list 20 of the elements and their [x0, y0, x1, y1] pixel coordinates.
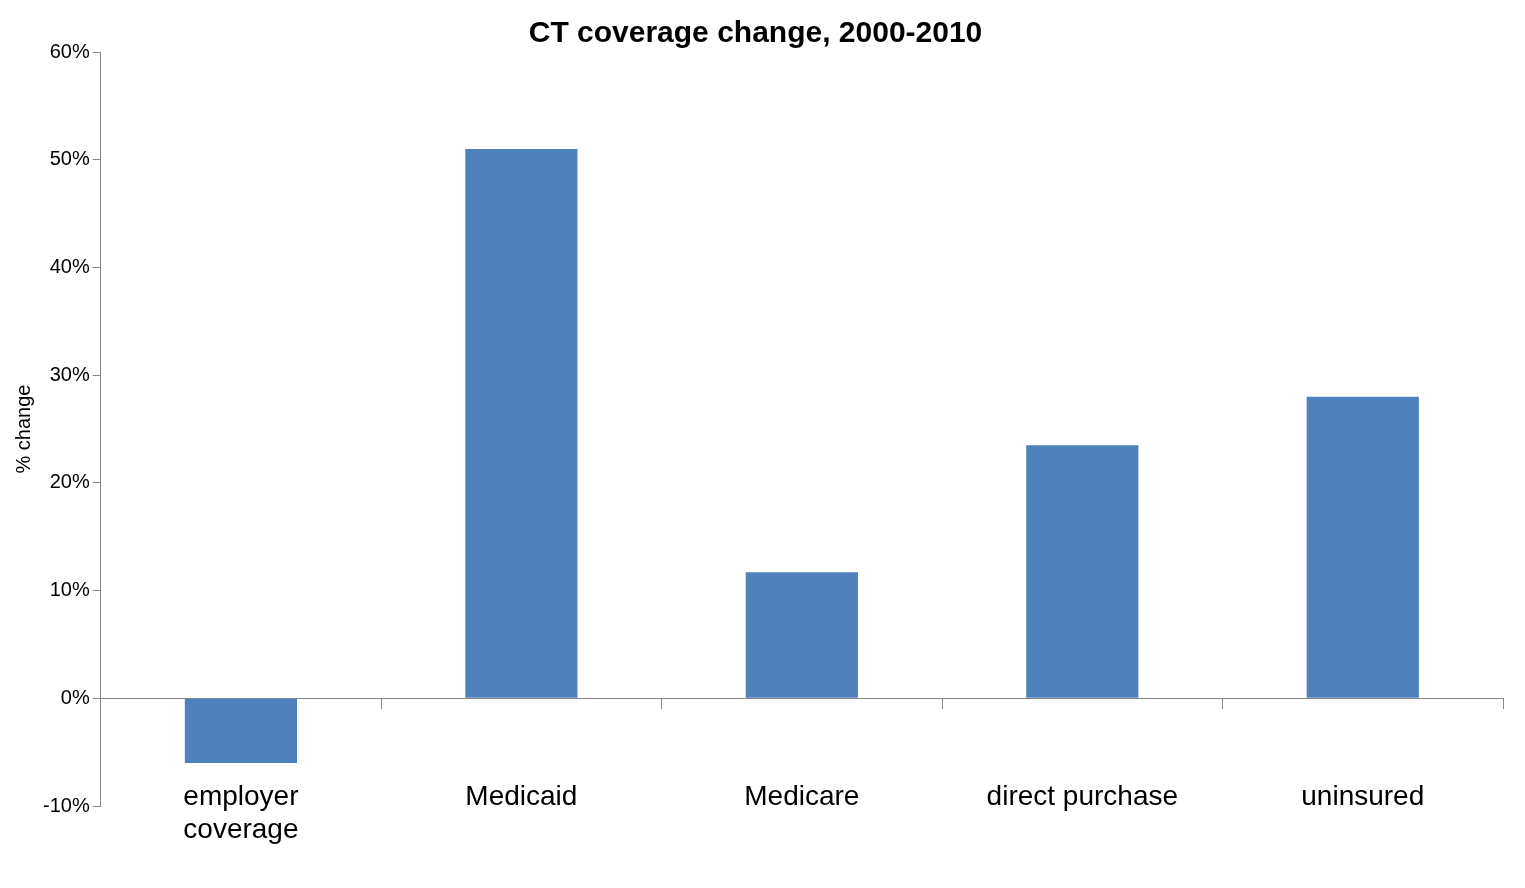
bar: [465, 148, 578, 698]
x-tick-label: Medicare: [744, 779, 860, 811]
x-tick-label: uninsured: [1301, 779, 1425, 811]
x-tick-label: direct purchase: [986, 779, 1179, 811]
bar: [1306, 396, 1419, 698]
x-tick-label: Medicaid: [465, 779, 578, 811]
bar: [1026, 445, 1139, 698]
y-tick-label: 50%: [49, 147, 90, 170]
y-tick-label: -10%: [42, 793, 90, 816]
x-tick-label: employer coverage: [183, 779, 299, 845]
y-tick-label: 0%: [60, 685, 90, 708]
y-tick-label: 10%: [49, 578, 90, 601]
bar: [184, 698, 298, 763]
y-tick-label: 30%: [49, 362, 90, 385]
y-tick-label: 20%: [49, 470, 90, 493]
chart-title: CT coverage change, 2000-2010: [528, 15, 983, 49]
y-axis-title: % change: [11, 384, 34, 474]
bar: [745, 572, 858, 698]
y-tick-label: 60%: [49, 39, 90, 62]
y-tick-label: 40%: [49, 254, 90, 277]
